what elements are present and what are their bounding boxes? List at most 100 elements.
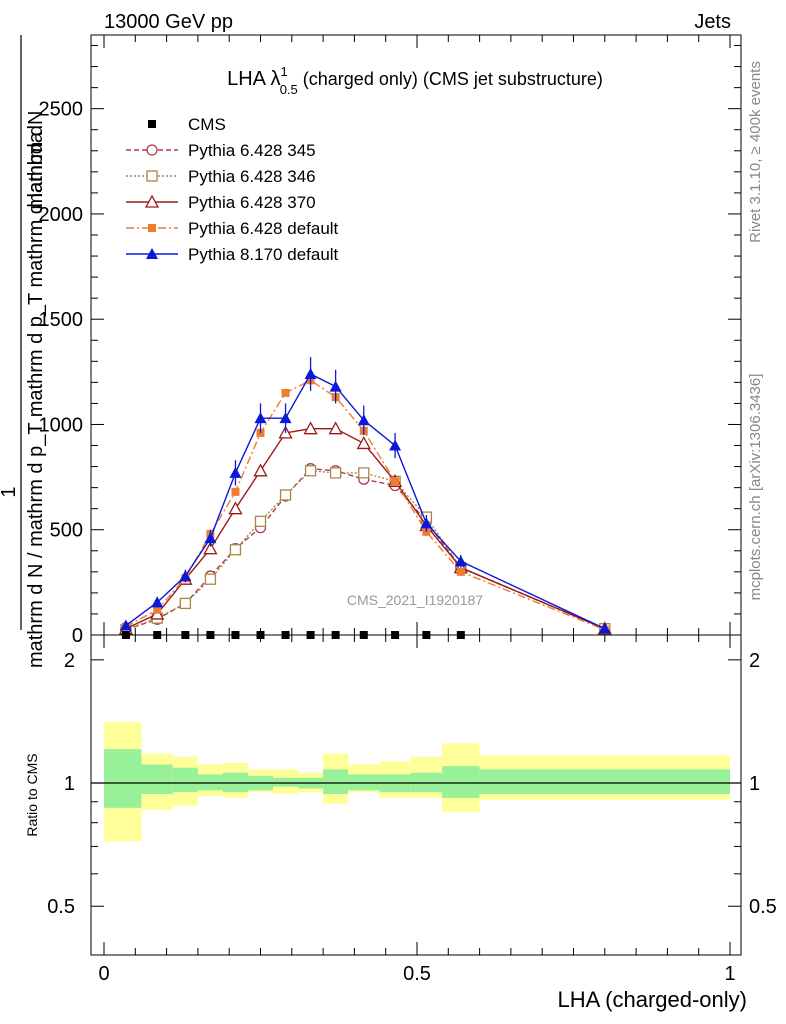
legend-label: Pythia 6.428 346 <box>188 167 316 186</box>
legend-item: Pythia 6.428 370 <box>126 193 316 212</box>
data-point <box>356 436 371 450</box>
legend-marker <box>144 194 160 208</box>
main-ylabel: 1 mathrm dN mathrm d N / mathrm d p_T ma… <box>0 35 47 668</box>
legend-label: Pythia 6.428 default <box>188 219 339 238</box>
ylabel-denominator: mathrm d N / mathrm d p_T mathrm d p_T m… <box>25 131 47 668</box>
data-point <box>254 515 267 527</box>
data-point <box>254 412 267 424</box>
mcplots-label: mcplots.cern.ch [arXiv:1306.3436] <box>747 374 764 601</box>
ratio-inner-band <box>172 767 198 793</box>
ratio-y-tick-label-0.5: 0.5 <box>47 896 75 918</box>
data-point <box>328 421 343 435</box>
ylabel-one: 1 <box>0 486 20 497</box>
legend-label: Pythia 8.170 default <box>188 245 339 264</box>
legend-item: CMS <box>148 115 226 134</box>
data-point <box>228 501 243 515</box>
ratio-inner-band <box>222 772 248 793</box>
data-point <box>281 388 290 397</box>
data-point <box>304 367 317 379</box>
data-point <box>179 570 192 582</box>
legend-item: Pythia 6.428 346 <box>126 167 316 186</box>
ratio-inner-band <box>479 769 730 795</box>
ratio-inner-band <box>141 764 173 795</box>
data-point <box>279 489 292 501</box>
ratio-y-tick-label-right-1: 1 <box>749 773 760 795</box>
legend-marker <box>146 170 158 182</box>
legend-marker <box>146 144 158 156</box>
data-point <box>204 532 217 544</box>
data-point <box>153 605 162 614</box>
ratio-inner-band <box>197 774 223 791</box>
legend-label: CMS <box>188 115 226 134</box>
series-1 <box>120 465 611 636</box>
ratio-frame <box>90 634 742 956</box>
legend-item: Pythia 8.170 default <box>126 245 339 264</box>
data-point <box>391 477 400 486</box>
data-point <box>203 541 218 555</box>
ratio-inner-band <box>410 772 443 793</box>
x-tick-label-1: 1 <box>724 963 735 985</box>
y-tick-label-0: 0 <box>72 625 83 647</box>
data-point <box>357 414 370 426</box>
rivet-label: Rivet 3.1.10, ≥ 400k events <box>747 61 764 243</box>
legend-label: Pythia 6.428 345 <box>188 141 316 160</box>
analysis-watermark: CMS_2021_I1920187 <box>347 592 483 608</box>
header-channel: Jets <box>694 11 731 33</box>
data-point <box>204 573 217 585</box>
ratio-inner-band <box>273 777 299 787</box>
y-tick-label-1000: 1000 <box>39 414 84 436</box>
series-line <box>125 373 606 630</box>
main-axis-ticks <box>91 35 741 636</box>
data-point <box>303 421 318 435</box>
legend-item: Pythia 6.428 345 <box>126 141 316 160</box>
ratio-ylabel: Ratio to CMS <box>24 753 40 836</box>
data-point <box>358 467 370 479</box>
plot-title: LHA λ1 0.5 (charged only) (CMS jet substr… <box>227 64 603 97</box>
data-point <box>279 412 292 424</box>
legend-marker <box>146 248 158 259</box>
data-point <box>253 463 268 477</box>
data-point <box>119 619 132 631</box>
data-point <box>304 465 317 477</box>
data-point <box>456 567 465 576</box>
ratio-inner-band <box>442 766 480 798</box>
ratio-inner-band <box>323 769 349 795</box>
ratio-axis-ticks <box>91 635 741 955</box>
legend: CMS Pythia 6.428 345 Pythia 6.428 346 Pythi… <box>126 115 339 264</box>
ratio-y-tick-label-right-2: 2 <box>749 650 760 672</box>
x-tick-label-0.5: 0.5 <box>403 963 431 985</box>
ratio-y-tick-label-right-0.5: 0.5 <box>749 896 777 918</box>
y-tick-label-2000: 2000 <box>39 204 84 226</box>
data-point <box>151 596 164 608</box>
data-point <box>454 555 467 567</box>
main-y-tick-labels: 0 500 1000 1500 2000 2500 <box>39 99 84 647</box>
data-point <box>598 622 611 634</box>
data-point <box>329 380 342 392</box>
legend-marker <box>148 120 156 128</box>
ratio-inner-band <box>348 774 380 791</box>
data-point <box>329 467 342 479</box>
legend-label: Pythia 6.428 370 <box>188 193 316 212</box>
data-point <box>389 439 402 451</box>
ratio-y-tick-label-2: 2 <box>64 650 75 672</box>
x-axis-label: LHA (charged-only) <box>557 987 747 1012</box>
ylabel-numerator: mathrm dN <box>25 111 47 210</box>
header-energy: 13000 GeV pp <box>104 11 233 33</box>
data-point <box>231 487 240 496</box>
legend-item: Pythia 6.428 default <box>126 219 339 238</box>
y-tick-label-500: 500 <box>50 520 83 542</box>
data-point <box>229 466 242 478</box>
ratio-plot-panel: 0.5 1 2 0.5 1 2 Ratio to CMS <box>24 634 777 956</box>
series-4 <box>119 357 611 634</box>
legend-marker <box>148 224 156 232</box>
y-tick-label-2500: 2500 <box>39 99 84 121</box>
series-0 <box>120 463 611 636</box>
data-point <box>420 517 433 529</box>
main-plot-panel: 0 500 1000 1500 2000 2500 LHA λ1 0.5 (cha… <box>39 34 742 647</box>
y-tick-label-1500: 1500 <box>39 309 84 331</box>
ratio-inner-band <box>104 749 142 808</box>
series-line <box>125 427 606 630</box>
ratio-y-tick-label-1: 1 <box>64 773 75 795</box>
data-point <box>179 597 192 610</box>
